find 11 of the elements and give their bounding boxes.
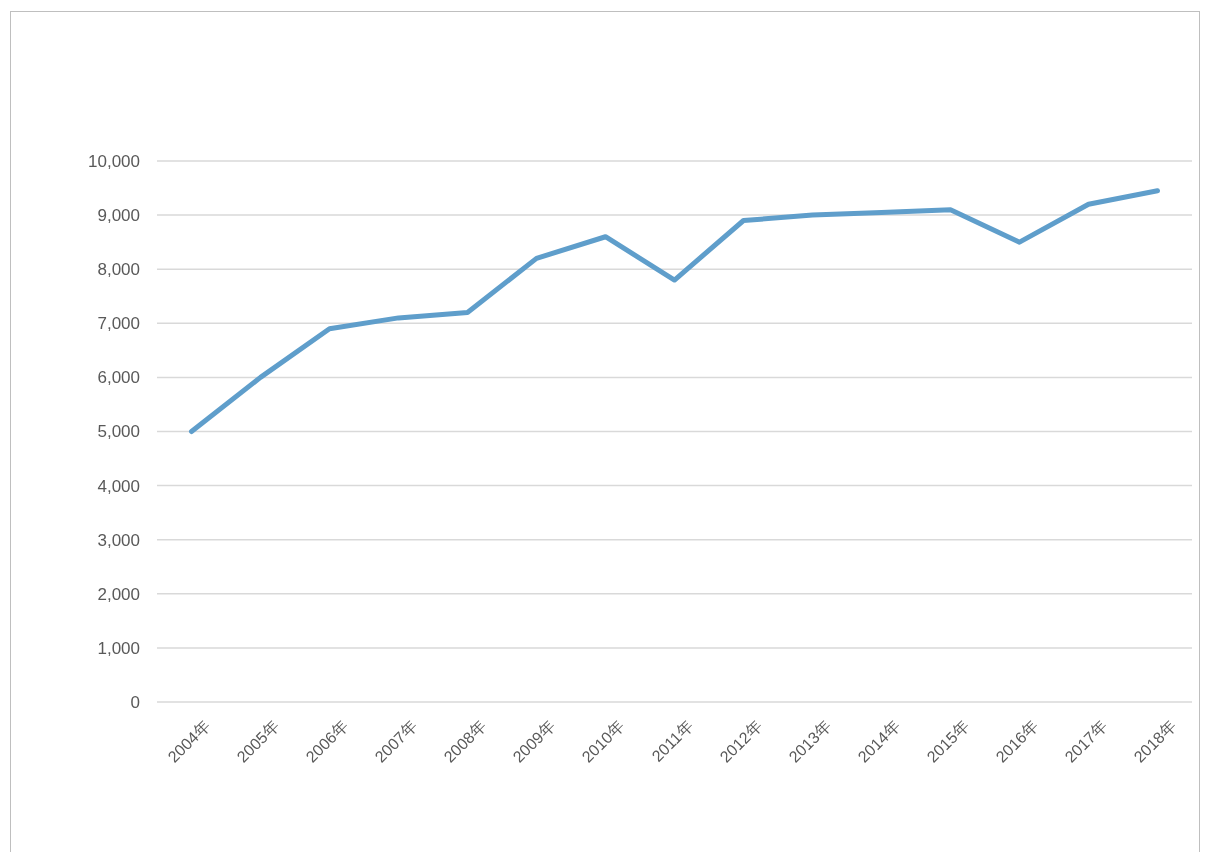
y-tick-label: 8,000: [97, 260, 140, 280]
y-tick-label: 7,000: [97, 314, 140, 334]
y-tick-label: 1,000: [97, 638, 140, 658]
y-tick-label: 0: [130, 692, 140, 712]
y-tick-label: 9,000: [97, 206, 140, 226]
y-tick-label: 3,000: [97, 530, 140, 550]
y-tick-label: 5,000: [97, 422, 140, 442]
y-tick-label: 4,000: [97, 476, 140, 496]
y-tick-label: 6,000: [97, 368, 140, 388]
y-tick-label: 10,000: [88, 151, 140, 171]
y-tick-label: 2,000: [97, 584, 140, 604]
